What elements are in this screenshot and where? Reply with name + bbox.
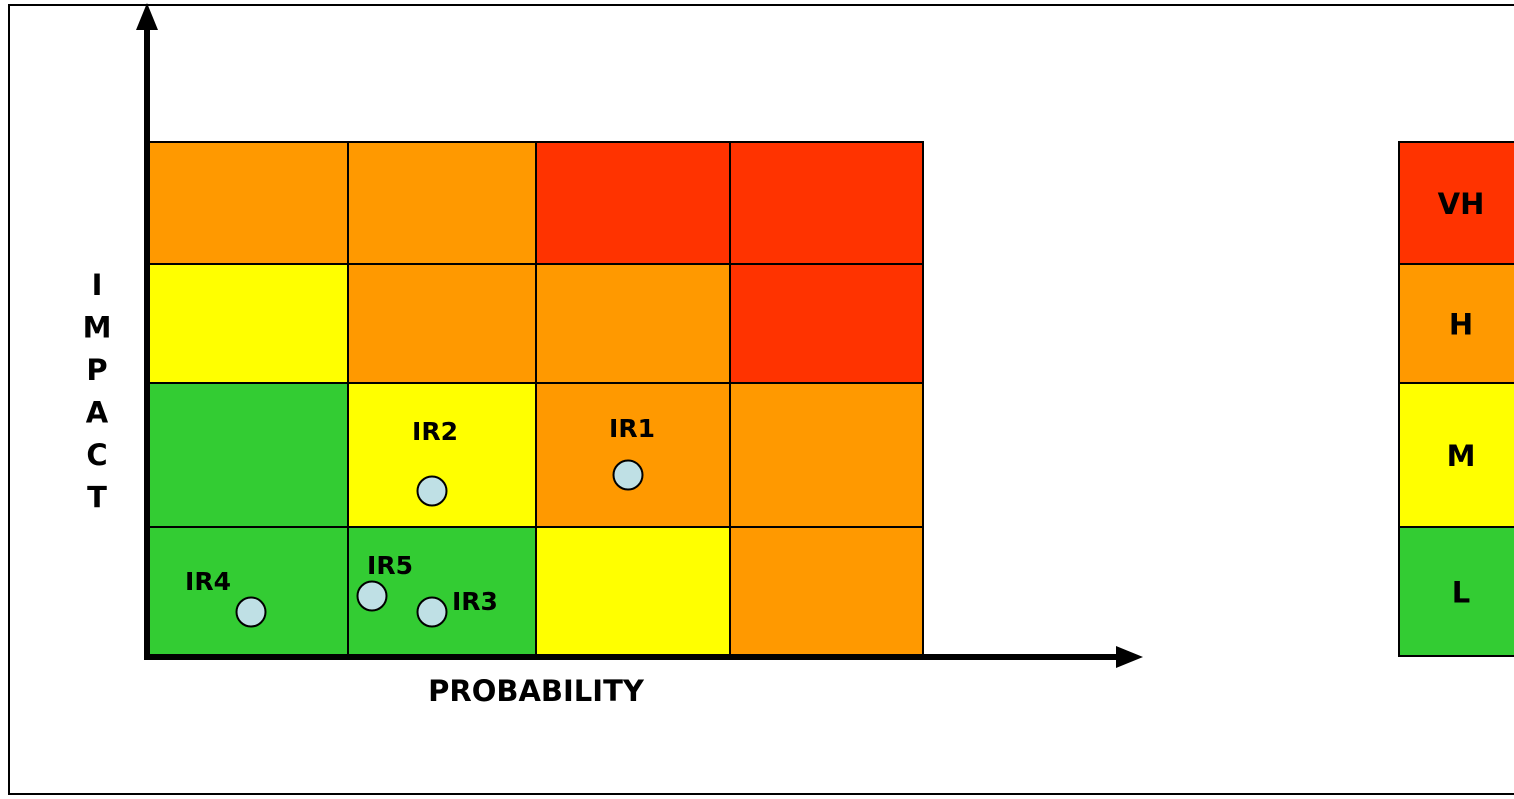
- matrix-cell-r3-c1: [146, 382, 349, 528]
- risk-ir5: IR5: [356, 551, 413, 612]
- risk-marker-dot: [235, 596, 267, 628]
- risk-marker-dot: [416, 475, 448, 507]
- legend-item-vh: VH: [1398, 141, 1514, 265]
- matrix-cell-r2-c1: [146, 263, 349, 384]
- legend-label: VH: [1438, 187, 1485, 221]
- matrix-cell-r2-c4: [729, 263, 924, 384]
- matrix-cell-r4-c1: [146, 526, 349, 658]
- legend-label: H: [1449, 308, 1473, 342]
- legend-item-m: M: [1398, 382, 1514, 528]
- risk-marker-label: IR4: [185, 567, 231, 596]
- risk-ir3: IR3: [416, 587, 498, 628]
- probability-axis-label: PROBABILITY: [428, 674, 645, 708]
- risk-marker-label: IR5: [367, 551, 413, 580]
- probability-axis-arrowhead: [1116, 646, 1143, 668]
- matrix-cell-r4-c3: [535, 526, 731, 658]
- risk-marker-dot: [416, 596, 448, 628]
- slide-border: [8, 4, 1514, 795]
- impact-axis-arrowhead: [136, 3, 158, 30]
- matrix-cell-r2-c2: [347, 263, 537, 384]
- matrix-cell-r1-c2: [347, 141, 537, 265]
- legend-swatch: [1398, 141, 1514, 265]
- impact-axis-letter: P: [86, 353, 107, 387]
- matrix-cell-r2-c3: [535, 263, 731, 384]
- risk-ir4: IR4: [185, 567, 267, 628]
- risk-marker-label: IR3: [452, 587, 498, 616]
- legend-label: L: [1452, 576, 1470, 610]
- risk-marker-dot: [612, 459, 644, 491]
- risk-ir2: IR2: [412, 417, 458, 507]
- matrix-cell-r1-c1: [146, 141, 349, 265]
- matrix-cell-r1-c4: [729, 141, 924, 265]
- legend-item-l: L: [1398, 526, 1514, 657]
- risk-marker-dot: [356, 580, 388, 612]
- matrix-cell-r1-c3: [535, 141, 731, 265]
- impact-axis-letter: C: [86, 438, 107, 472]
- impact-axis-letter: M: [83, 311, 112, 345]
- impact-axis-letter: I: [92, 268, 103, 302]
- matrix-grid: [146, 141, 924, 658]
- legend-swatch: [1398, 382, 1514, 528]
- legend-label: M: [1447, 439, 1476, 473]
- risk-marker-label: IR1: [609, 414, 655, 443]
- risk-markers: IR1 IR2 IR3 IR4 IR5: [185, 414, 655, 628]
- matrix-cell-r3-c2: [347, 382, 537, 528]
- legend-swatch: [1398, 263, 1514, 384]
- axes: [136, 3, 1143, 668]
- legend-swatch: [1398, 526, 1514, 657]
- risk-level-legend: VH H M L: [1398, 141, 1514, 657]
- risk-ir1: IR1: [609, 414, 655, 491]
- impact-axis-letter: T: [87, 481, 107, 515]
- matrix-cell-r4-c4: [729, 526, 924, 658]
- matrix-cell-r3-c4: [729, 382, 924, 528]
- impact-axis-letter: A: [86, 396, 109, 430]
- legend-item-h: H: [1398, 263, 1514, 384]
- risk-marker-label: IR2: [412, 417, 458, 446]
- matrix-cell-r3-c3: [535, 382, 731, 528]
